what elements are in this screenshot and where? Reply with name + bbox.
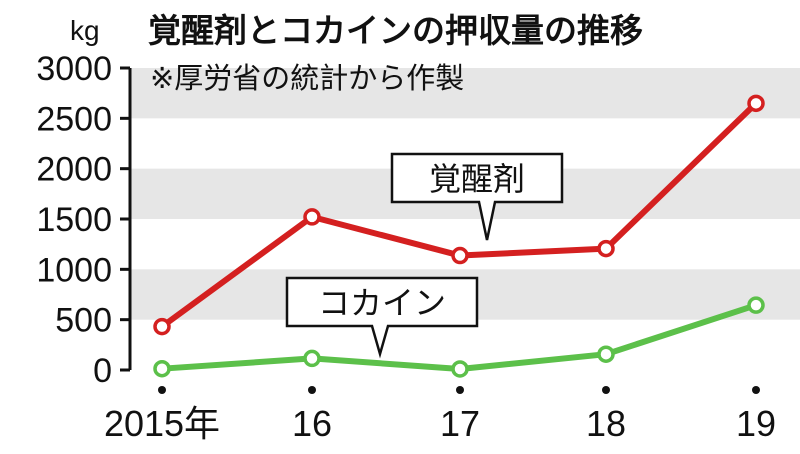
series-group: [153, 94, 765, 378]
x-tick-dot: [308, 386, 316, 394]
data-point: [597, 345, 615, 363]
x-tick-labels: 2015年 16 17 18 19: [104, 386, 776, 444]
chart-subtitle: ※厚労省の統計から作製: [150, 61, 464, 95]
data-point: [451, 360, 469, 378]
y-tick-label: 1500: [36, 201, 112, 239]
data-point: [597, 239, 615, 258]
x-tick-dot: [456, 386, 464, 394]
y-tick-label: 1000: [36, 251, 112, 289]
y-tick-labels: 0 500 1000 1500 2000 2500 3000: [36, 50, 130, 390]
x-tick-label: 19: [736, 403, 776, 444]
x-tick-label: 16: [292, 403, 332, 444]
series-callout-1: コカイン: [285, 276, 479, 359]
grid-band: [130, 68, 800, 119]
callout-box: [390, 152, 564, 241]
y-tick-label: 0: [93, 352, 112, 390]
x-tick-dot: [602, 386, 610, 394]
y-tick-label: 3000: [36, 50, 112, 88]
callout-box: [285, 276, 479, 359]
y-tick-label: 2000: [36, 151, 112, 189]
data-point: [451, 246, 469, 265]
data-point: [303, 208, 321, 226]
unit-label: kg: [70, 15, 100, 46]
data-point: [747, 94, 765, 113]
data-point: [153, 359, 171, 378]
data-point: [747, 296, 765, 314]
x-tick-label: 18: [586, 403, 626, 444]
data-point: [153, 317, 171, 336]
x-tick-dot: [158, 386, 166, 394]
callout-label: コカイン: [318, 284, 446, 322]
x-tick-label: 2015年: [104, 403, 220, 444]
y-tick-label: 2500: [36, 100, 112, 138]
x-tick-label: 17: [440, 403, 480, 444]
series-callout-0: 覚醒剤: [390, 152, 564, 241]
data-point: [303, 349, 321, 368]
y-tick-label: 500: [55, 302, 112, 340]
x-tick-dot: [752, 386, 760, 394]
chart-title: 覚醒剤とコカインの押収量の推移: [148, 11, 643, 50]
callout-label: 覚醒剤: [429, 160, 525, 198]
